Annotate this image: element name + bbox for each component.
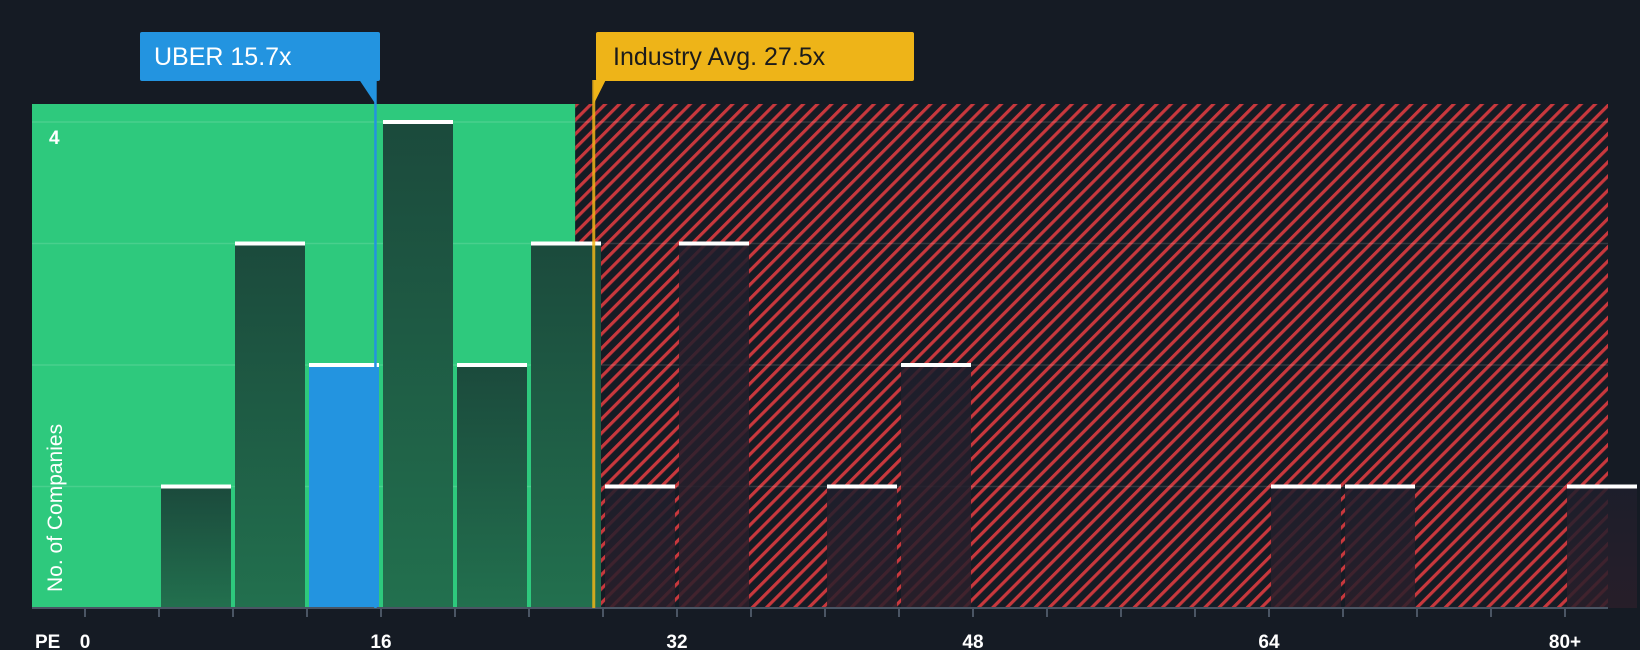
- histogram-bar: [531, 243, 601, 608]
- company-callout-box: [140, 32, 380, 81]
- x-tick-label: 0: [80, 632, 91, 650]
- x-tick-label: 32: [666, 632, 687, 650]
- histogram-bar: [679, 243, 749, 608]
- histogram-bar: [1345, 486, 1415, 608]
- bar-cap: [1567, 484, 1637, 489]
- histogram-bars: [161, 120, 1637, 608]
- bar-cap: [161, 484, 231, 489]
- bar-cap: [457, 363, 527, 367]
- bar-cap: [901, 363, 971, 367]
- histogram-bar: [161, 486, 231, 608]
- bar-cap: [235, 241, 305, 246]
- histogram-bar: [827, 486, 897, 608]
- bar-cap: [827, 484, 897, 489]
- x-axis-ticks: 0 16 32 48 64 80+: [80, 608, 1581, 650]
- industry-callout-box: [596, 32, 914, 81]
- industry-callout-pointer: [593, 80, 606, 104]
- bar-cap: [1271, 484, 1341, 489]
- bar-cap: [1345, 484, 1415, 489]
- histogram-bar: [235, 243, 305, 608]
- x-tick-label: 64: [1258, 632, 1280, 650]
- bar-cap: [531, 241, 601, 246]
- histogram-bar: [1567, 486, 1637, 608]
- industry-marker: Industry Avg. 27.5x: [592, 32, 914, 608]
- histogram-bar: [309, 365, 379, 608]
- x-tick-label: 80+: [1549, 632, 1581, 650]
- bar-cap: [605, 484, 675, 489]
- histogram-bar: [605, 486, 675, 608]
- y-tick-label: 4: [49, 128, 60, 149]
- histogram-bar: [1271, 486, 1341, 608]
- histogram-bar: [383, 122, 453, 608]
- x-tick-label: 16: [370, 632, 391, 650]
- bar-cap: [309, 363, 379, 367]
- metric-label: PE: [35, 632, 60, 650]
- histogram-bar: [457, 365, 527, 608]
- company-marker: UBER 15.7x: [140, 32, 380, 608]
- bar-cap: [679, 241, 749, 246]
- x-tick-label: 48: [962, 632, 983, 650]
- bar-cap: [383, 120, 453, 124]
- histogram-bar: [901, 365, 971, 608]
- company-callout-label: UBER 15.7x: [154, 43, 292, 71]
- company-callout-pointer: [359, 80, 376, 104]
- industry-callout-label: Industry Avg. 27.5x: [613, 43, 826, 71]
- y-axis-label: No. of Companies: [44, 424, 67, 592]
